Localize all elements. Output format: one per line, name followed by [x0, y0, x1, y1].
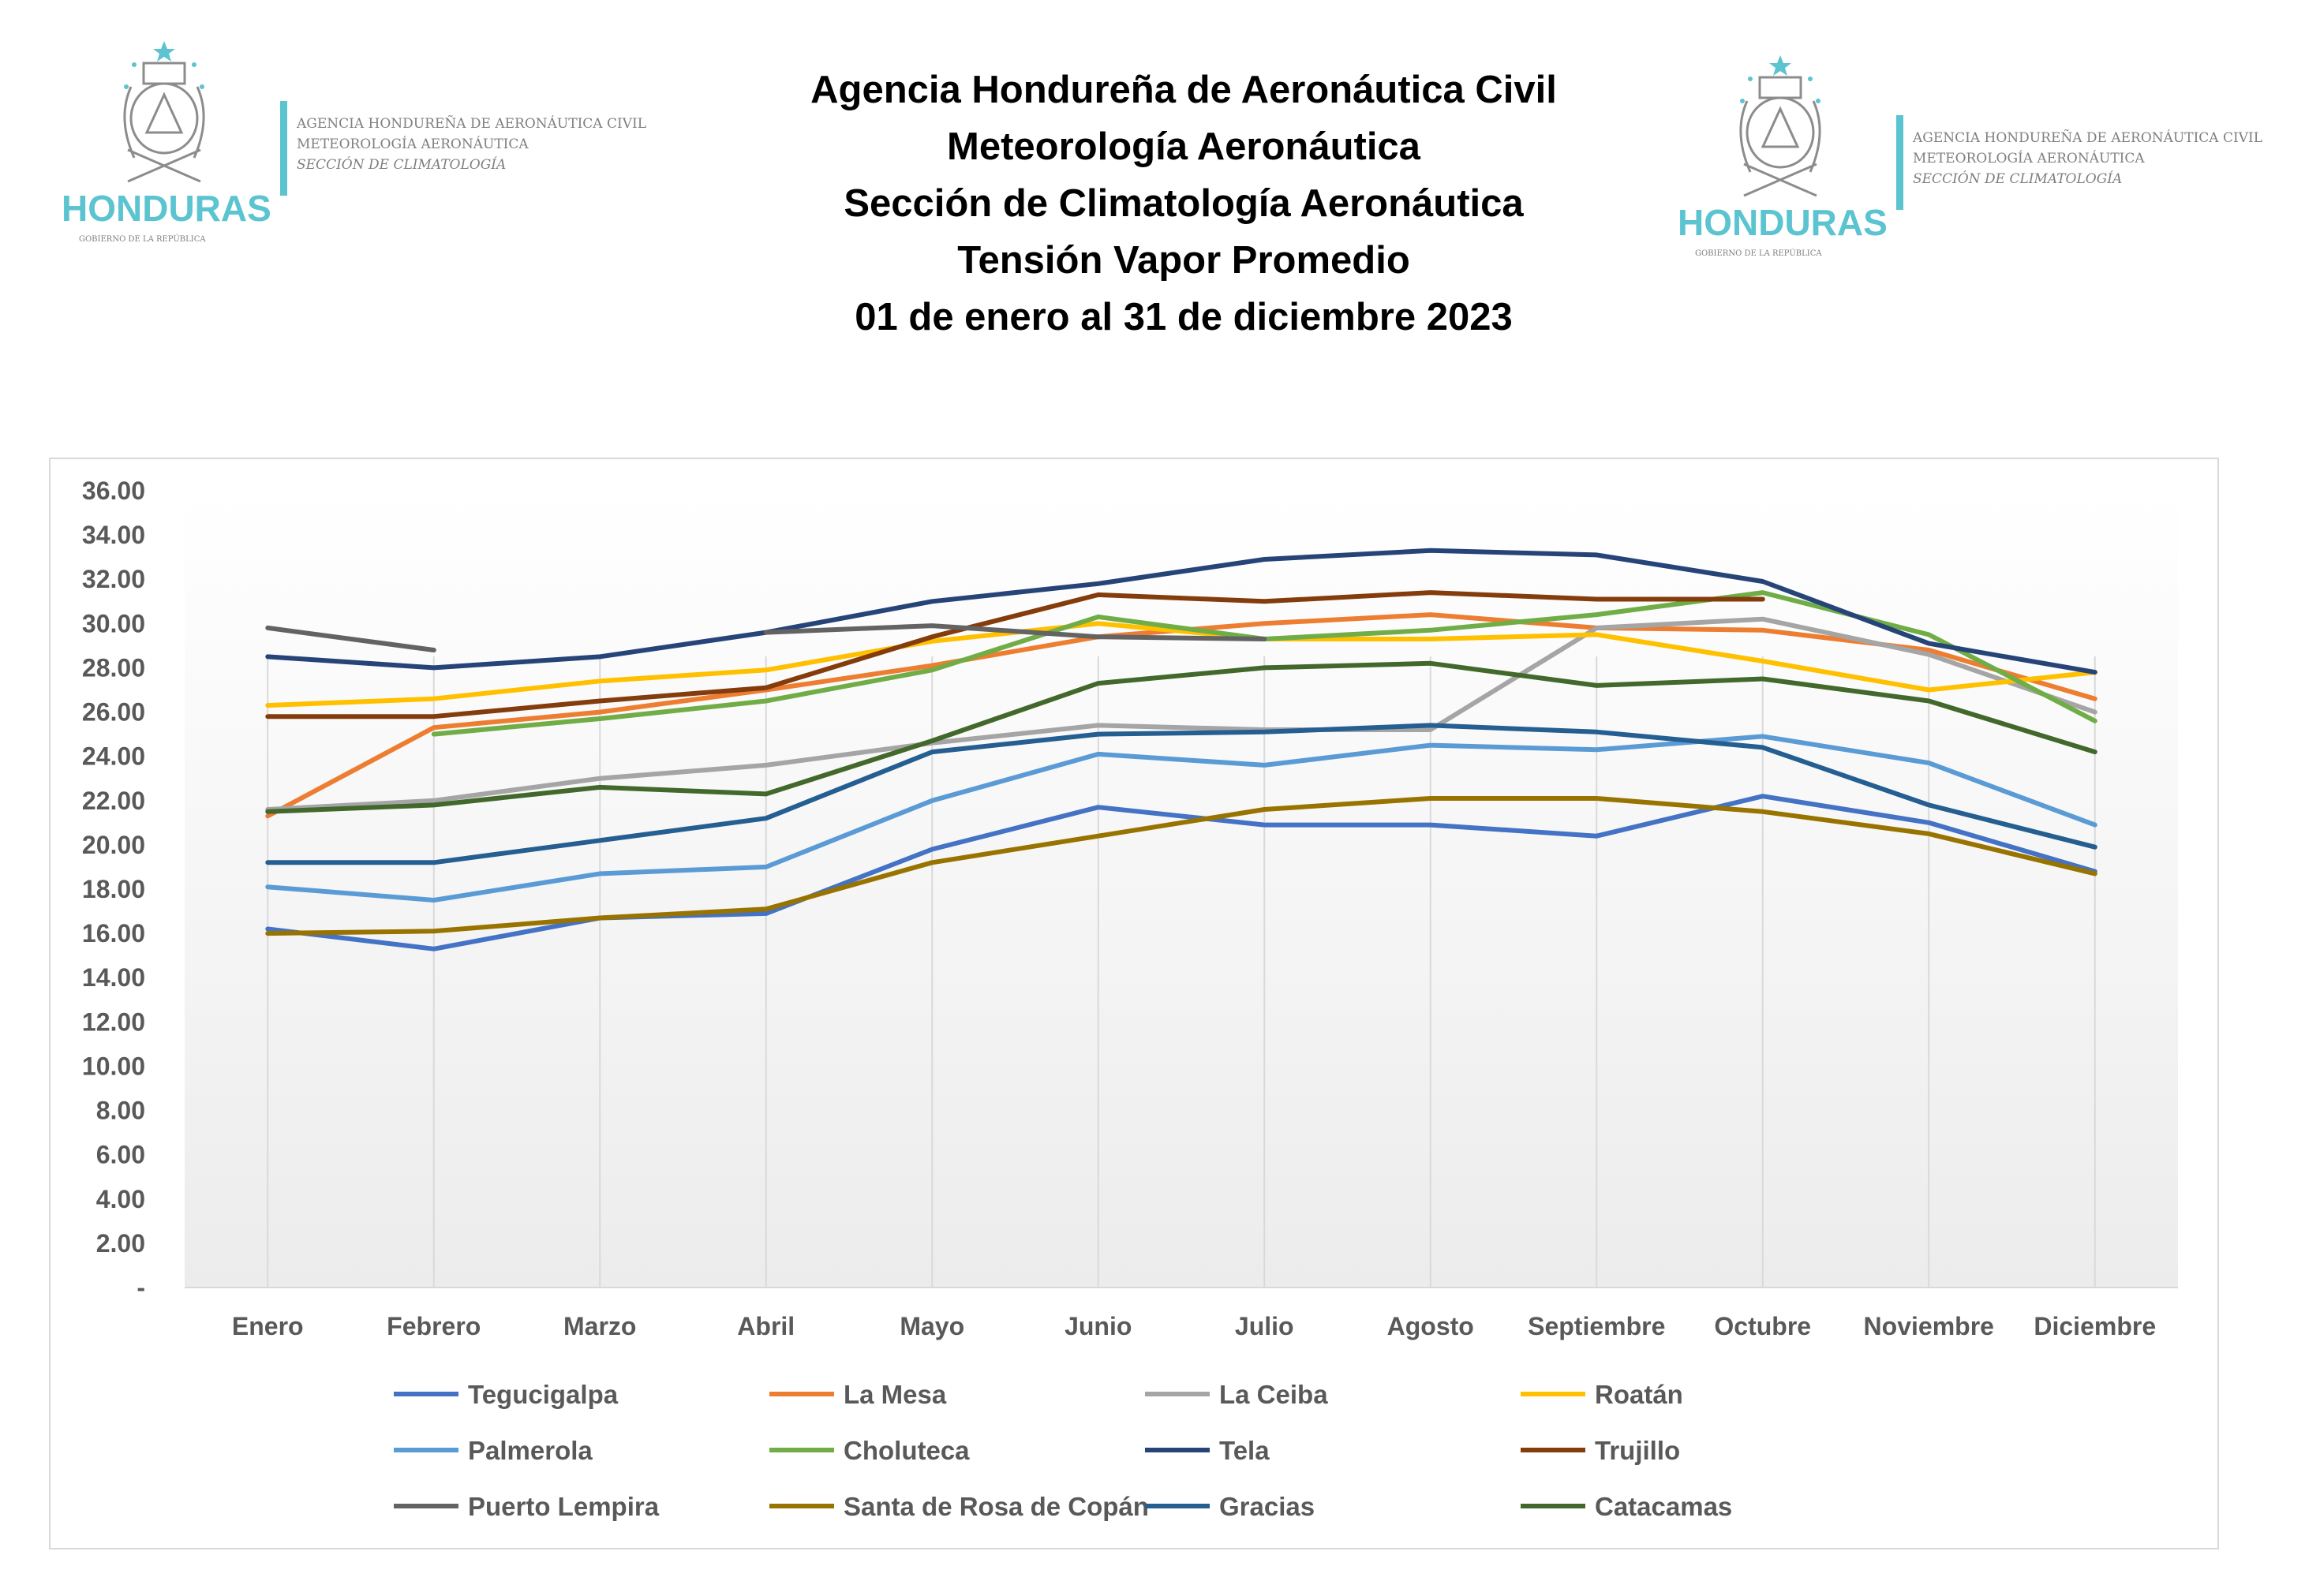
title-agency: Agencia Hondureña de Aeronáutica Civil — [810, 69, 1557, 111]
logo-subtitle: GOBIERNO DE LA REPÚBLICA — [79, 234, 206, 244]
x-tick-label: Abril — [737, 1312, 795, 1340]
title-date-range: 01 de enero al 31 de diciembre 2023 — [855, 296, 1513, 338]
chart-frame: - 2.00 4.00 6.00 8.00 10.00 12.00 14.00 16.00 18.… — [49, 458, 2219, 1549]
x-tick-label: Enero — [232, 1312, 304, 1340]
y-tick-label: 4.00 — [96, 1185, 145, 1213]
legend-label: Gracias — [1219, 1492, 1315, 1521]
x-tick-label: Febrero — [387, 1312, 481, 1340]
logo-wordmark: HONDURAS — [1678, 202, 1888, 243]
honduras-logo-right: HONDURAS GOBIERNO DE LA REPÚBLICA AGENCI… — [1678, 55, 2262, 258]
x-tick-label: Mayo — [900, 1312, 964, 1340]
logo-divider-bar — [1896, 115, 1903, 210]
logo-wordmark: HONDURAS — [62, 188, 271, 229]
y-tick-label: 34.00 — [82, 521, 145, 549]
y-tick-label: 20.00 — [82, 831, 145, 859]
category-guides — [267, 656, 2096, 1288]
x-tick-label: Junio — [1065, 1312, 1132, 1340]
logo-text-line-1: AGENCIA HONDUREÑA DE AERONÁUTICA CIVIL — [296, 115, 646, 132]
report-title-block: Agencia Hondureña de Aeronáutica Civil M… — [600, 62, 1768, 346]
y-tick-label: 16.00 — [82, 919, 145, 948]
legend-label: La Mesa — [844, 1380, 947, 1409]
y-tick-label: 28.00 — [82, 653, 145, 682]
y-tick-label: 18.00 — [82, 875, 145, 903]
legend: Tegucigalpa La Mesa La Ceiba Roatán Palmerol… — [394, 1380, 1732, 1521]
x-tick-label: Agosto — [1387, 1312, 1474, 1340]
plot-area — [185, 491, 2178, 1288]
legend-label: Palmerola — [468, 1436, 593, 1465]
y-axis-ticks: - 2.00 4.00 6.00 8.00 10.00 12.00 14.00 16.00 18.… — [82, 477, 145, 1302]
series-line-palmerola — [265, 734, 2097, 903]
legend-label: Santa de Rosa de Copán — [844, 1492, 1149, 1521]
legend-label: Tegucigalpa — [468, 1380, 619, 1409]
x-tick-label: Diciembre — [2034, 1312, 2156, 1340]
logo-text-line-2: METEOROLOGÍA AERONÁUTICA — [297, 136, 529, 152]
y-tick-label: 30.00 — [82, 609, 145, 637]
series-line-tegucigalpa — [265, 794, 2097, 951]
title-variable: Tensión Vapor Promedio — [957, 239, 1410, 282]
series-line-trujillo — [265, 590, 1765, 720]
coat-of-arms-icon — [1739, 55, 1821, 197]
y-tick-label: 2.00 — [96, 1229, 145, 1258]
legend-label: Roatán — [1595, 1380, 1683, 1409]
coat-of-arms-icon — [123, 41, 205, 183]
series-lines — [265, 548, 2097, 951]
vapor-pressure-line-chart: - 2.00 4.00 6.00 8.00 10.00 12.00 14.00 16.00 18.… — [82, 477, 2178, 1521]
honduras-logo-left: HONDURAS GOBIERNO DE LA REPÚBLICA AGENCI… — [62, 41, 646, 244]
logo-text-line-3: SECCIÓN DE CLIMATOLOGÍA — [297, 156, 506, 173]
y-tick-label: 8.00 — [96, 1097, 145, 1125]
legend-label: Tela — [1219, 1436, 1270, 1465]
y-tick-label: 36.00 — [82, 477, 145, 505]
logo-text-line-2: METEOROLOGÍA AERONÁUTICA — [1913, 150, 2145, 166]
y-tick-label: 22.00 — [82, 787, 145, 815]
title-section: Sección de Climatología Aeronáutica — [844, 182, 1524, 225]
x-tick-label: Septiembre — [1528, 1312, 1665, 1340]
x-tick-label: Julio — [1235, 1312, 1294, 1340]
series-line-santa-de-rosa-de-cop-n — [265, 796, 2097, 936]
series-line-gracias — [265, 723, 2097, 865]
y-tick-label: 32.00 — [82, 565, 145, 593]
series-line-catacamas — [265, 660, 2097, 814]
y-tick-label: 6.00 — [96, 1141, 145, 1169]
y-tick-label: 10.00 — [82, 1052, 145, 1080]
legend-label: Puerto Lempira — [468, 1492, 660, 1521]
x-tick-label: Marzo — [563, 1312, 636, 1340]
logo-text-line-3: SECCIÓN DE CLIMATOLOGÍA — [1913, 170, 2122, 187]
x-tick-label: Octubre — [1714, 1312, 1811, 1340]
series-line-roat-n — [265, 621, 2097, 708]
y-tick-label: 24.00 — [82, 742, 145, 771]
y-tick-label: 26.00 — [82, 698, 145, 727]
logo-text-line-1: AGENCIA HONDUREÑA DE AERONÁUTICA CIVIL — [1912, 129, 2262, 146]
legend-label: Trujillo — [1595, 1436, 1680, 1465]
y-tick-label: 14.00 — [82, 963, 145, 992]
y-tick-label: 12.00 — [82, 1007, 145, 1036]
title-department: Meteorología Aeronáutica — [947, 125, 1420, 168]
legend-label: La Ceiba — [1219, 1380, 1328, 1409]
legend-label: Catacamas — [1595, 1492, 1732, 1521]
logo-divider-bar — [280, 101, 287, 196]
legend-label: Choluteca — [844, 1436, 970, 1465]
series-line-la-ceiba — [265, 616, 2097, 812]
series-line-tela — [265, 548, 2097, 675]
y-tick-label: - — [137, 1273, 145, 1302]
series-line-puerto-lempira — [265, 623, 1267, 652]
logo-subtitle: GOBIERNO DE LA REPÚBLICA — [1695, 249, 1822, 258]
x-tick-label: Noviembre — [1864, 1312, 1994, 1340]
x-axis-ticks: Enero Febrero Marzo Abril Mayo Junio Julio Agos… — [232, 1312, 2156, 1340]
